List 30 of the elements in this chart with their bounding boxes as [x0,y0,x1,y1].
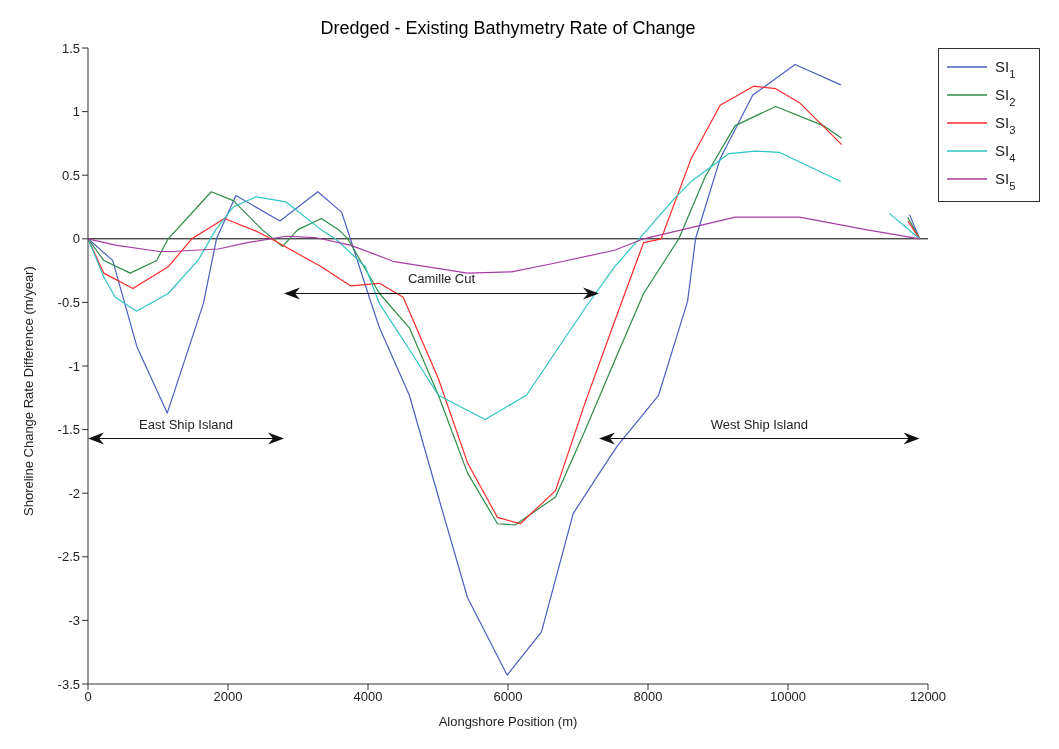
chart-title: Dredged - Existing Bathymetry Rate of Change [319,18,697,39]
y-tick-label: 0 [72,231,80,247]
annotation: Camille Cut [407,271,476,287]
y-tick-label: 1 [72,104,80,120]
legend-label: SI$_{2}$ [995,86,1016,108]
y-tick-label: -2 [68,485,80,501]
x-tick-label: 0 [84,689,92,705]
x-tick-label: 6000 [493,689,523,705]
annotation: West Ship Island [710,416,808,432]
x-tick-label: 2000 [213,689,243,705]
legend-label: SI$_{3}$ [995,114,1016,136]
y-axis-title: Shoreline Change Rate Difference (m/year) [20,266,36,516]
x-tick-label: 12000 [909,689,947,705]
y-tick-label: -1.5 [57,422,80,438]
x-tick-label: 8000 [633,689,663,705]
annotation: East Ship Island [139,416,233,432]
y-tick-label: -0.5 [57,295,80,311]
y-tick-label: 1.5 [61,40,80,56]
x-axis-title: Alongshore Position (m) [438,714,578,729]
y-tick-label: -3.5 [57,676,80,692]
y-tick-label: -3 [68,613,80,629]
legend-label: SI$_{5}$ [995,170,1016,192]
y-tick-label: 0.5 [61,167,80,183]
legend-label: SI$_{4}$ [995,142,1016,164]
x-tick-label: 10000 [769,689,807,705]
y-tick-label: -2.5 [57,549,80,565]
line-series [88,216,921,274]
y-tick-label: -1 [68,358,80,374]
legend-label: SI$_{1}$ [995,58,1016,80]
x-tick-label: 4000 [353,689,383,705]
